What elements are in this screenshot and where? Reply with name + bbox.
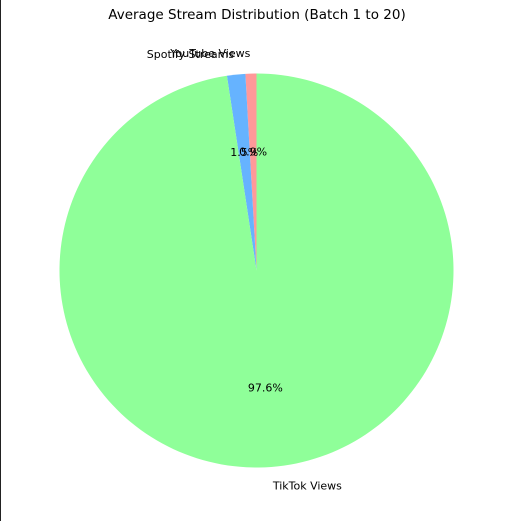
- pie-slices: [59, 73, 454, 468]
- pie-slice-spotify-streams: [226, 73, 257, 271]
- pct-label-youtube-views: 0.9%: [239, 145, 267, 158]
- slice-label-spotify-streams: Spotify Streams: [147, 48, 235, 61]
- chart-title: Average Stream Distribution (Batch 1 to …: [108, 7, 405, 23]
- slice-label-tiktok-views: TikTok Views: [272, 480, 342, 493]
- pie-slice-tiktok-views: [59, 73, 454, 468]
- pie-slice-youtube-views: [245, 73, 257, 271]
- slice-label-youtube-views: YouTube Views: [169, 47, 250, 60]
- pct-label-tiktok-views: 97.6%: [248, 381, 283, 394]
- pct-label-spotify-streams: 1.5%: [230, 146, 258, 159]
- pie-labels: YouTube Views 0.9% Spotify Streams 1.5% TikT…: [147, 47, 342, 493]
